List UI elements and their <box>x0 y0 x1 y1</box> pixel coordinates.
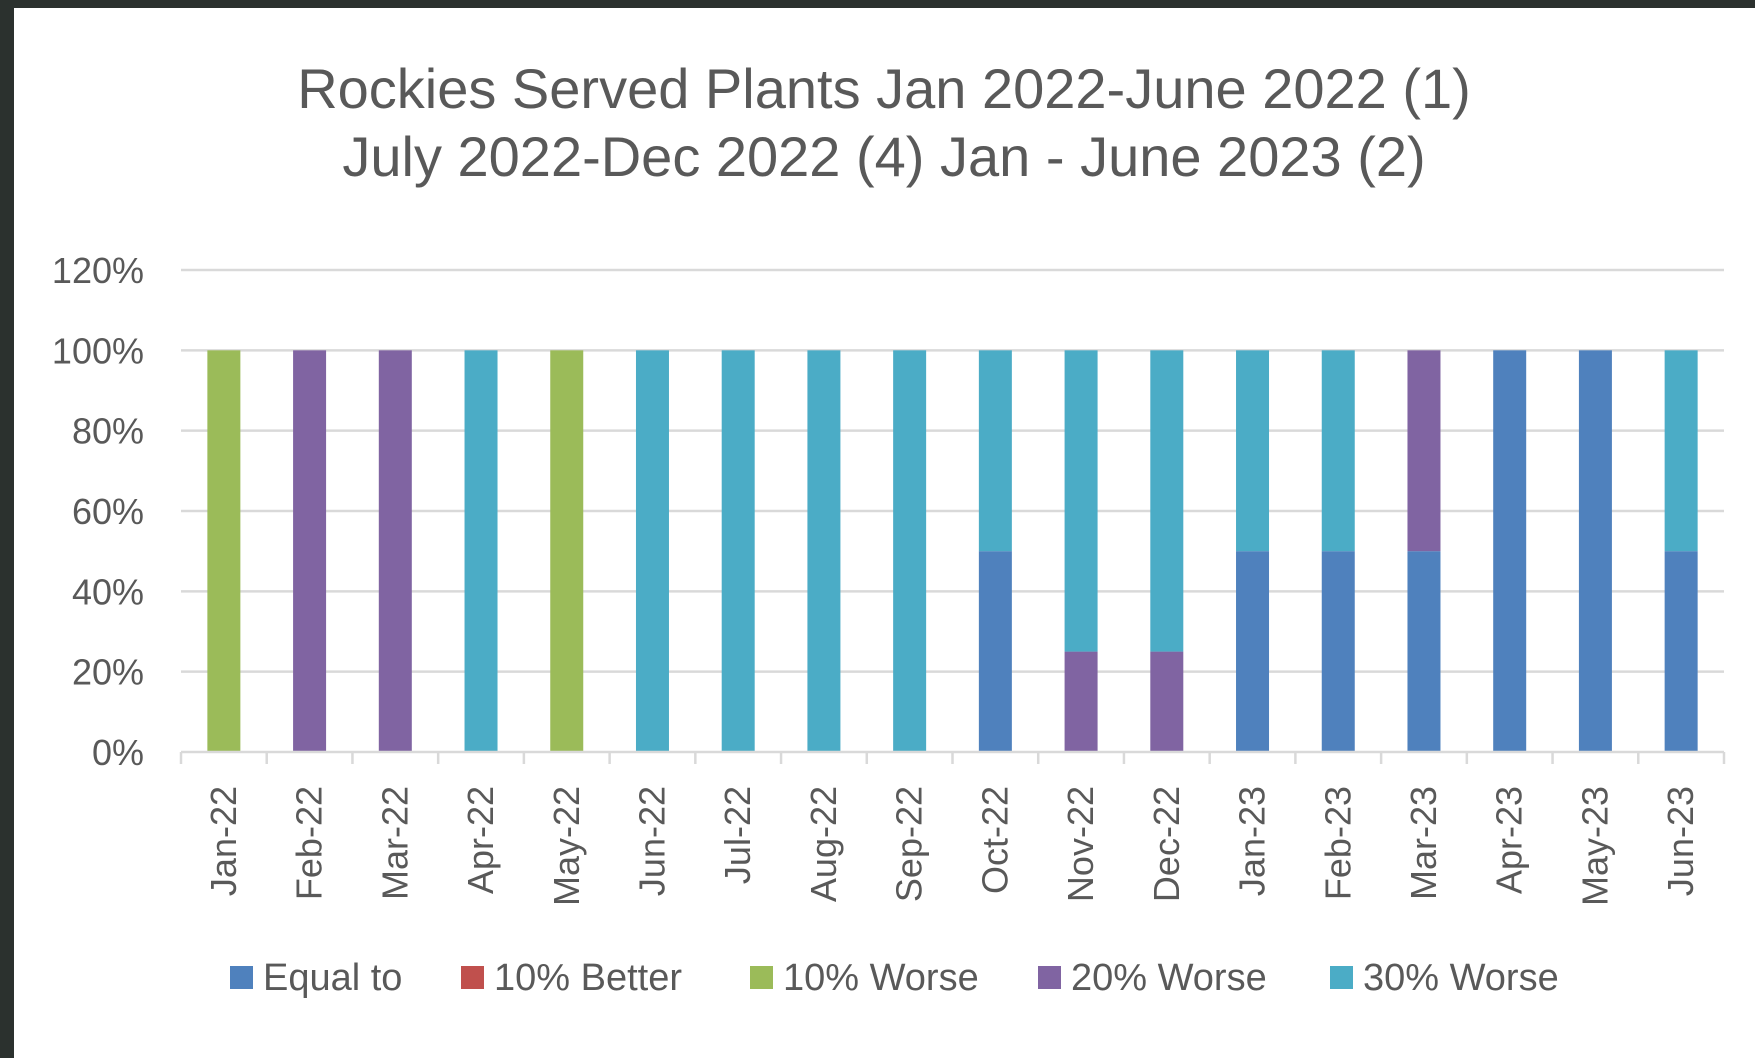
x-tick-label: Jun-22 <box>631 786 672 896</box>
bar-segment <box>293 350 327 752</box>
legend-swatch <box>461 966 484 989</box>
legend-swatch <box>750 966 773 989</box>
legend-label: 20% Worse <box>1071 957 1267 999</box>
x-tick-label: Mar-22 <box>374 786 415 900</box>
bar-segment <box>550 350 584 752</box>
legend: Equal to 10% Better 10% Worse 20% Worse 30% … <box>230 957 1559 999</box>
x-tick-label: May-22 <box>546 786 587 906</box>
bar-segment <box>1150 651 1184 752</box>
x-tick-label: Feb-22 <box>289 786 330 900</box>
y-tick-label: 40% <box>72 571 144 612</box>
bar-segment <box>1407 350 1441 552</box>
bar-segment <box>1407 551 1441 752</box>
bar-segment <box>378 350 412 752</box>
y-tick-label: 80% <box>72 411 144 452</box>
y-tick-label: 60% <box>72 491 144 532</box>
gridlines <box>181 268 1724 673</box>
y-tick-label: 100% <box>52 330 144 371</box>
bar-segment <box>1236 551 1270 752</box>
x-tick-label: Dec-22 <box>1146 786 1187 902</box>
x-tick-label: Apr-23 <box>1489 786 1530 894</box>
chart-title-line-2: July 2022-Dec 2022 (4) Jan - June 2023 (… <box>342 125 1425 188</box>
legend-label: 10% Worse <box>783 957 979 999</box>
legend-label: 10% Better <box>494 957 682 999</box>
legend-swatch <box>230 966 253 989</box>
x-tick-label: Jan-22 <box>203 786 244 896</box>
legend-label: Equal to <box>263 957 402 999</box>
y-axis-ticks: 0% 20% 40% 60% 80% 100% 120% <box>52 250 144 773</box>
x-tick-label: Jan-23 <box>1232 786 1273 896</box>
bar-segment <box>1321 350 1355 552</box>
x-tick-label: May-23 <box>1574 786 1615 906</box>
legend-label: 30% Worse <box>1363 957 1559 999</box>
bar-segment <box>1578 350 1612 752</box>
y-tick-label: 0% <box>92 732 144 773</box>
bar-segment <box>893 350 927 752</box>
y-tick-label: 120% <box>52 250 144 291</box>
bar-segment <box>635 350 669 752</box>
bar-segment <box>1664 551 1698 752</box>
bar-segment <box>1236 350 1270 552</box>
bars <box>207 350 1698 752</box>
chart-panel: Rockies Served Plants Jan 2022-June 2022… <box>14 8 1755 1058</box>
x-tick-label: Jun-23 <box>1660 786 1701 896</box>
chart-title-line-1: Rockies Served Plants Jan 2022-June 2022… <box>297 57 1471 120</box>
x-tick-label: Sep-22 <box>889 786 930 902</box>
y-tick-label: 20% <box>72 652 144 693</box>
x-tick-label: Nov-22 <box>1060 786 1101 902</box>
x-tick-label: Mar-23 <box>1403 786 1444 900</box>
bar-segment <box>207 350 241 752</box>
bar-segment <box>1064 651 1098 752</box>
x-tick-label: Apr-22 <box>460 786 501 894</box>
x-tick-label: Oct-22 <box>974 786 1015 894</box>
x-axis-ticks: Jan-22 Feb-22 Mar-22 Apr-22 May-22 Jun-22 Jul-… <box>203 786 1701 906</box>
bar-segment <box>1321 551 1355 752</box>
bar-segment <box>978 350 1012 552</box>
x-tick-label: Aug-22 <box>803 786 844 902</box>
x-tick-label: Feb-23 <box>1317 786 1358 900</box>
legend-swatch <box>1330 966 1353 989</box>
bar-segment <box>807 350 841 752</box>
bar-segment <box>1664 350 1698 552</box>
bar-segment <box>978 551 1012 752</box>
x-axis <box>179 750 1726 764</box>
bar-segment <box>1064 350 1098 652</box>
bar-segment <box>1150 350 1184 652</box>
x-tick-label: Jul-22 <box>717 786 758 884</box>
legend-swatch <box>1038 966 1061 989</box>
bar-segment <box>464 350 498 752</box>
stacked-bar-chart: Rockies Served Plants Jan 2022-June 2022… <box>52 57 1726 999</box>
bar-segment <box>1493 350 1527 752</box>
bar-segment <box>721 350 755 752</box>
